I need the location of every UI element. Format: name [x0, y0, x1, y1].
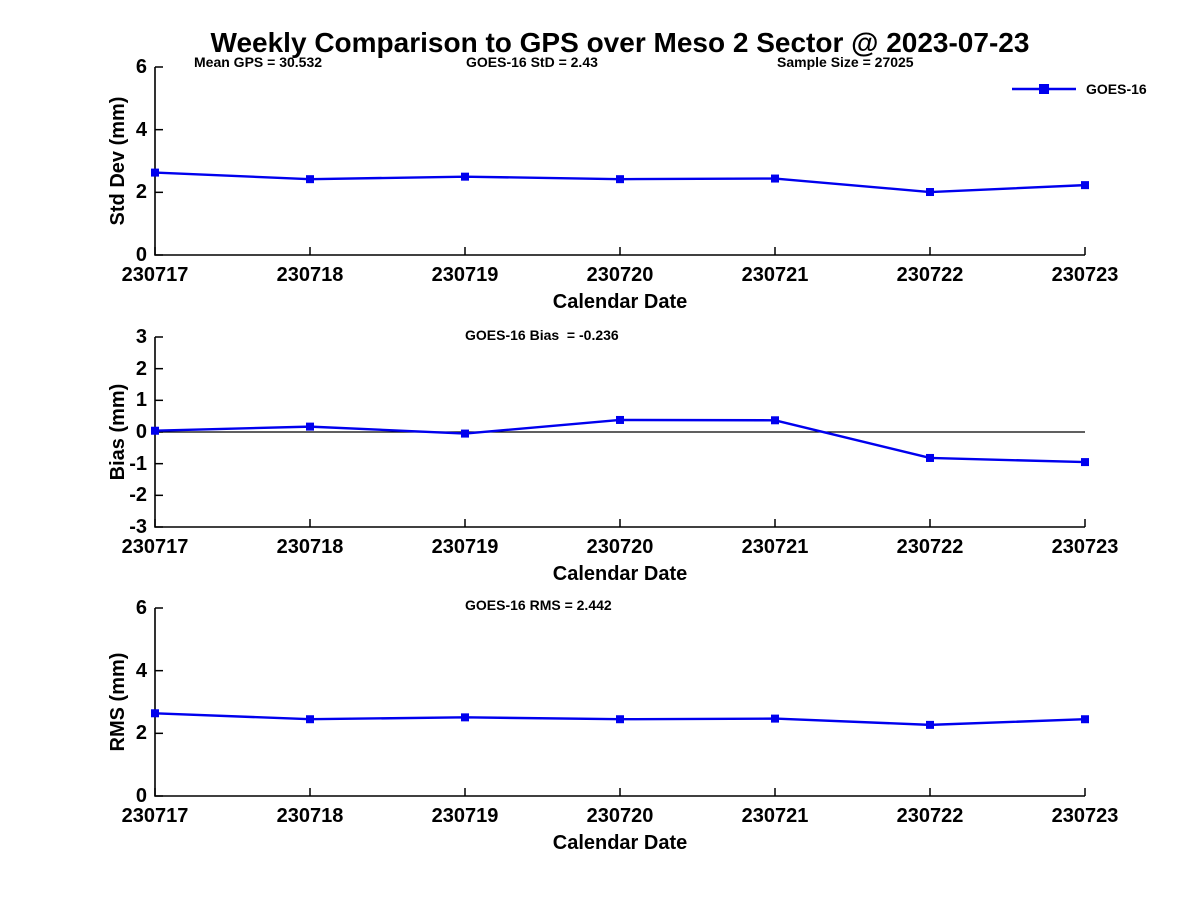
- data-point-marker: [926, 720, 934, 729]
- data-point-marker: [461, 429, 469, 438]
- y-tick-label: 3: [135, 326, 147, 348]
- x-tick-label: 230722: [896, 805, 964, 827]
- data-point-marker: [151, 426, 159, 435]
- y-tick-label: 6: [135, 56, 147, 78]
- annotation-std: GOES-16 StD = 2.43: [466, 54, 598, 70]
- x-tick-label: 230720: [586, 536, 654, 558]
- legend: GOES-16: [1012, 79, 1147, 99]
- data-point-marker: [771, 714, 779, 723]
- x-tick-label: 230719: [431, 264, 499, 286]
- data-point-marker: [151, 709, 159, 718]
- x-tick-label: 230719: [431, 805, 499, 827]
- x-tick-label: 230721: [741, 805, 809, 827]
- bias-x-axis-label: Calendar Date: [552, 563, 688, 585]
- x-tick-label: 230720: [586, 805, 654, 827]
- x-tick-label: 230722: [896, 264, 964, 286]
- y-tick-label: 2: [135, 722, 147, 745]
- y-tick-label: 2: [135, 181, 147, 204]
- data-point-marker: [926, 453, 934, 462]
- legend-label: GOES-16: [1086, 81, 1147, 97]
- rms-x-axis-label: Calendar Date: [552, 832, 688, 854]
- data-point-marker: [616, 415, 624, 424]
- annotation-bias: GOES-16 Bias = -0.236: [465, 327, 619, 343]
- data-point-marker: [306, 422, 314, 431]
- x-tick-label: 230723: [1051, 536, 1119, 558]
- data-point-marker: [771, 174, 779, 183]
- y-tick-label: -2: [129, 484, 147, 507]
- x-tick-label: 230717: [121, 264, 189, 286]
- y-tick-label: -1: [129, 452, 147, 475]
- data-point-marker: [616, 715, 624, 724]
- data-point-marker: [1081, 715, 1089, 724]
- x-tick-label: 230721: [741, 264, 809, 286]
- y-tick-label: 1: [135, 389, 147, 412]
- data-point-marker: [306, 175, 314, 184]
- y-tick-label: 6: [135, 597, 147, 619]
- y-tick-label: 0: [135, 785, 147, 807]
- x-tick-label: 230722: [896, 536, 964, 558]
- annotation-rms: GOES-16 RMS = 2.442: [465, 597, 612, 613]
- y-tick-label: 2: [135, 357, 147, 380]
- x-tick-label: 230723: [1051, 264, 1119, 286]
- y-tick-label: 4: [135, 118, 147, 141]
- x-tick-label: 230721: [741, 536, 809, 558]
- data-point-marker: [1081, 458, 1089, 467]
- data-point-marker: [616, 175, 624, 184]
- x-tick-label: 230717: [121, 536, 189, 558]
- x-tick-label: 230718: [276, 805, 344, 827]
- annotation-mean-gps: Mean GPS = 30.532: [194, 54, 323, 70]
- x-tick-label: 230723: [1051, 805, 1119, 827]
- data-point-marker: [461, 713, 469, 722]
- y-tick-label: 4: [135, 659, 147, 682]
- legend-line-icon: [1012, 84, 1076, 94]
- x-tick-label: 230718: [276, 264, 344, 286]
- page-title: Weekly Comparison to GPS over Meso 2 Sec…: [210, 27, 1030, 58]
- annotation-sample-size: Sample Size = 27025: [777, 54, 914, 70]
- y-tick-label: 0: [135, 421, 147, 443]
- x-tick-label: 230717: [121, 805, 189, 827]
- x-tick-label: 230720: [586, 264, 654, 286]
- data-point-marker: [151, 168, 159, 177]
- x-tick-label: 230718: [276, 536, 344, 558]
- stddev-x-axis-label: Calendar Date: [552, 291, 688, 313]
- data-point-marker: [1081, 181, 1089, 190]
- y-tick-label: 0: [135, 244, 147, 266]
- data-point-marker: [926, 188, 934, 197]
- data-point-marker: [306, 715, 314, 724]
- data-point-marker: [771, 416, 779, 425]
- x-tick-label: 230719: [431, 536, 499, 558]
- data-point-marker: [461, 172, 469, 181]
- y-tick-label: -3: [129, 516, 147, 538]
